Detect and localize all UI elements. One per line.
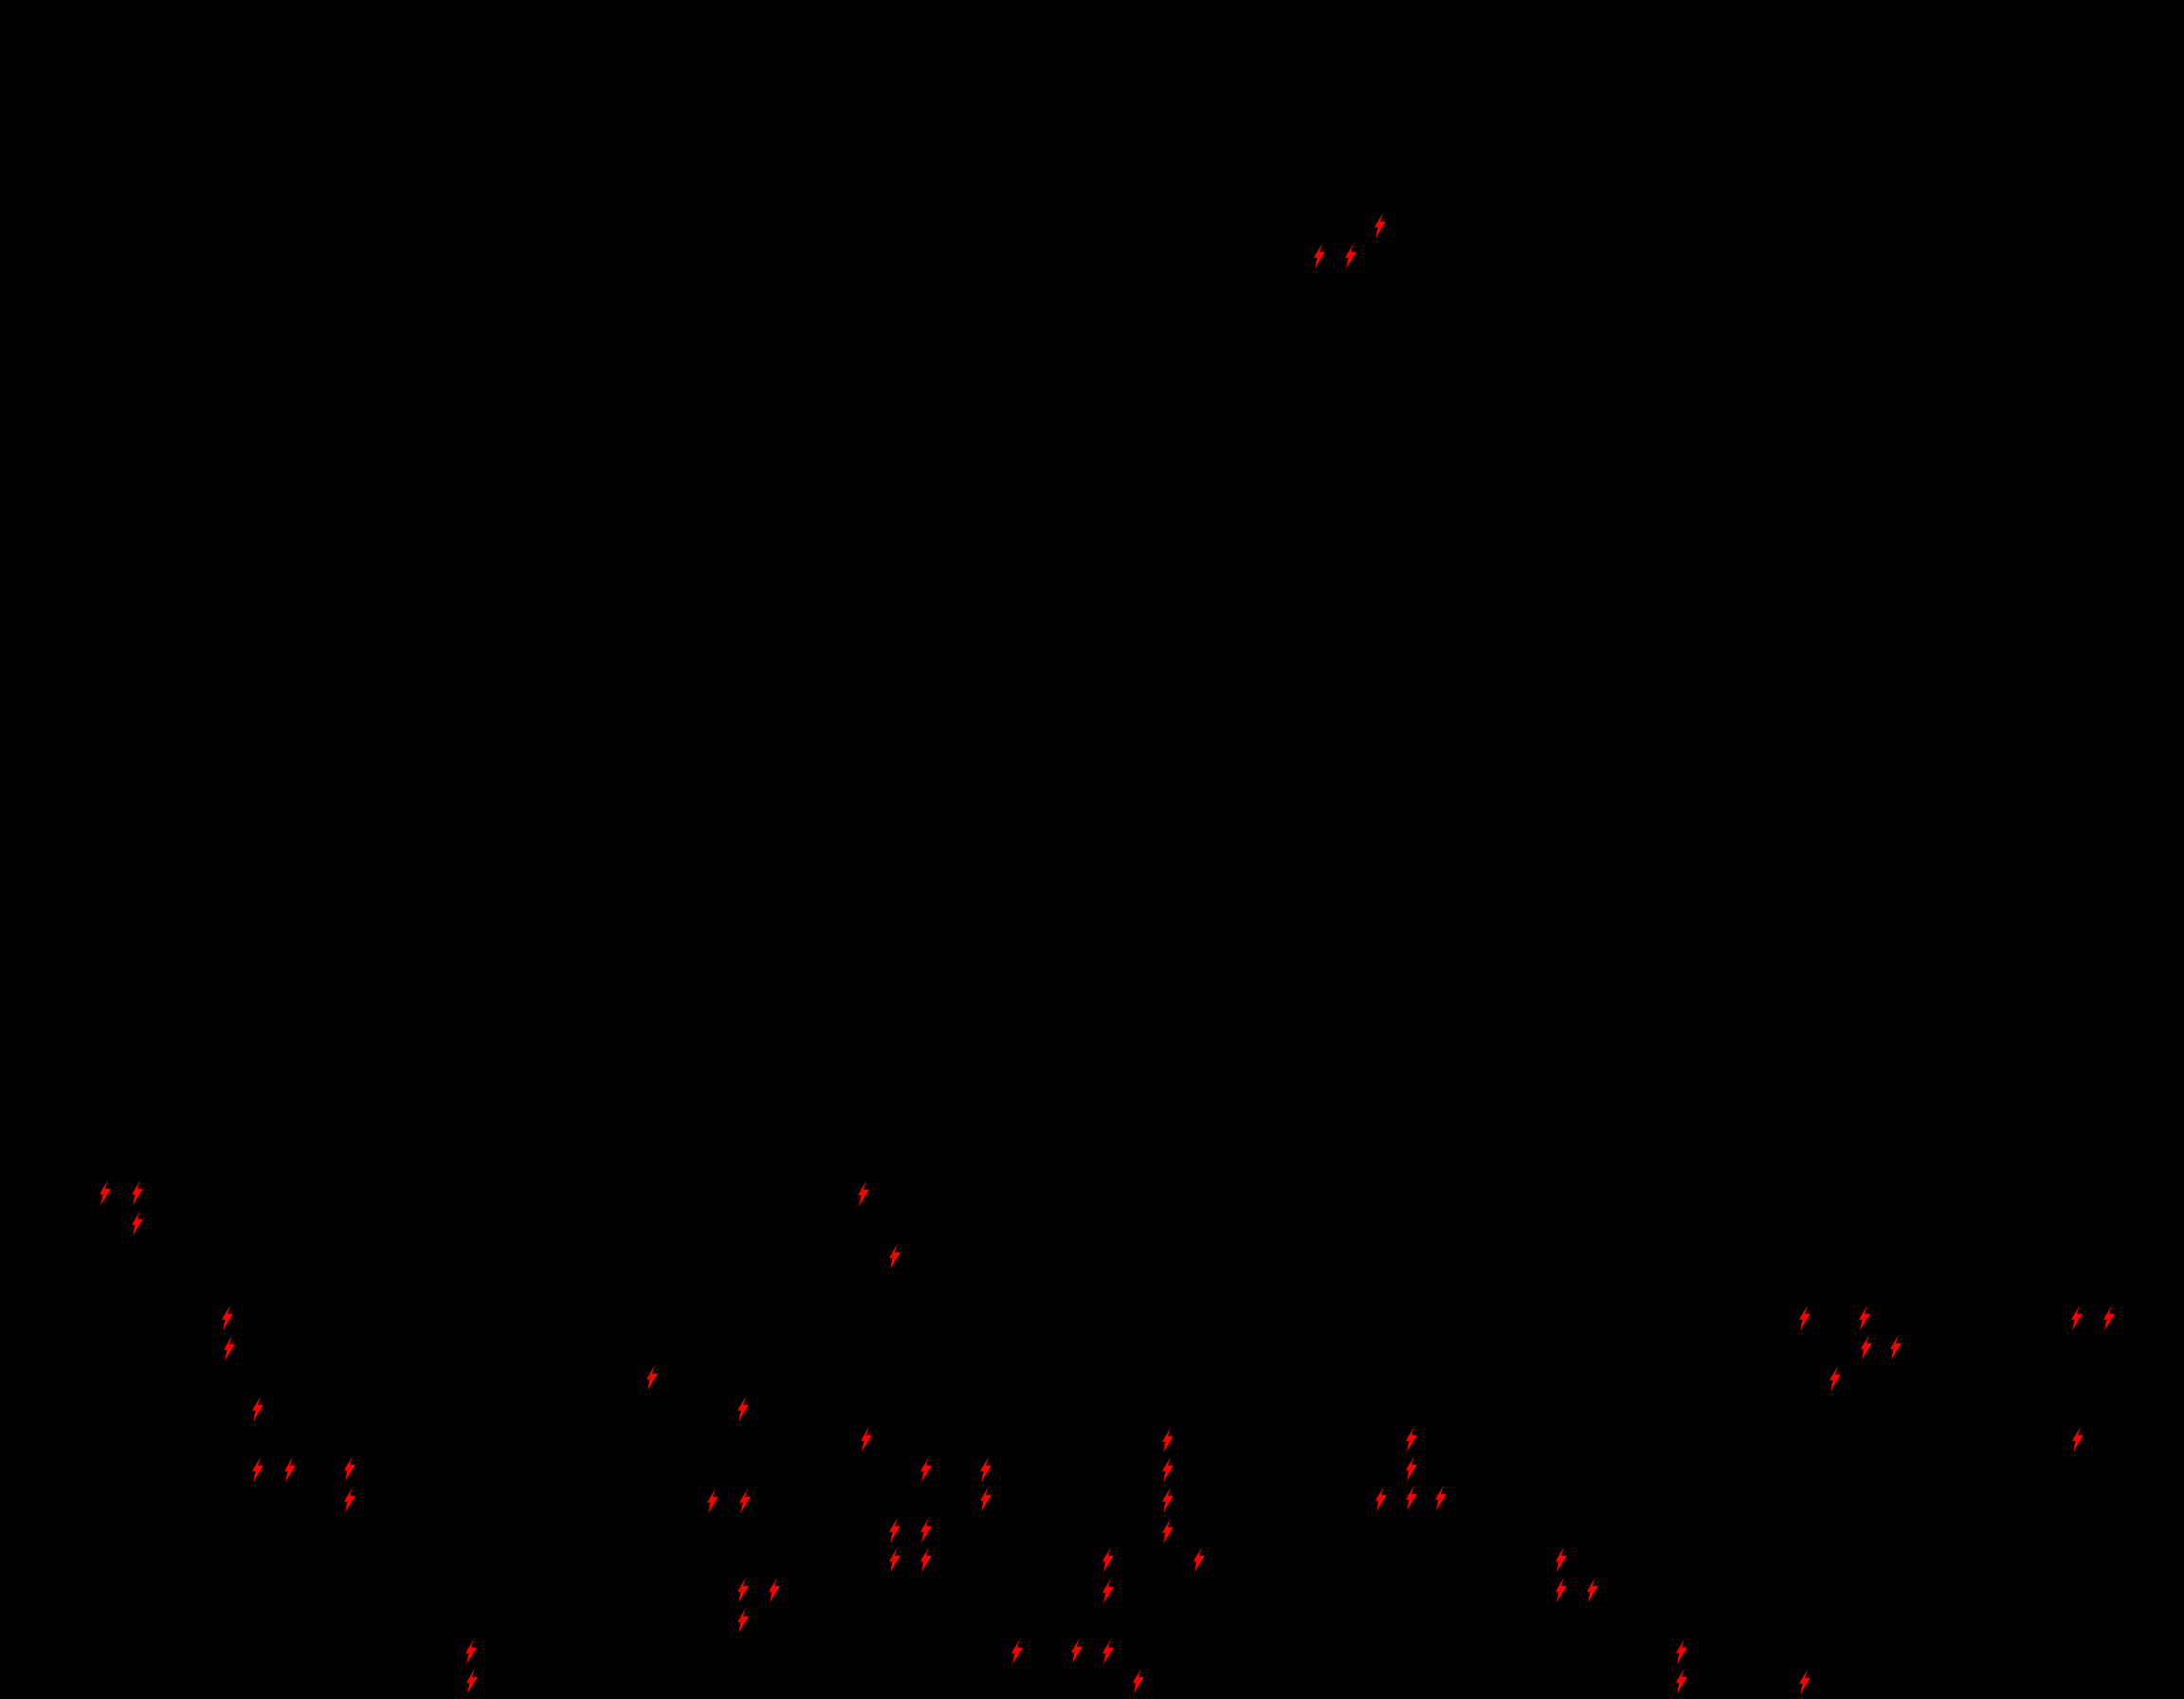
lightning-bolt-icon — [920, 1456, 932, 1483]
lightning-bolt-icon — [1556, 1546, 1567, 1573]
lightning-bolt-icon — [980, 1456, 992, 1483]
lightning-bolt-icon — [1162, 1518, 1174, 1544]
lightning-bolt-icon — [858, 1180, 869, 1207]
lightning-bolt-icon — [1406, 1426, 1417, 1452]
lightning-bolt-icon — [1890, 1334, 1902, 1361]
lightning-bolt-icon — [646, 1364, 658, 1391]
lightning-bolt-icon — [889, 1546, 901, 1573]
lightning-bolt-icon — [1102, 1638, 1114, 1665]
lightning-bolt-icon — [1406, 1455, 1417, 1482]
lightning-bolt-icon — [1435, 1485, 1447, 1511]
lightning-bolt-icon — [920, 1517, 932, 1544]
lightning-bolt-icon — [1162, 1487, 1174, 1513]
lightning-bolt-icon — [1799, 1305, 1811, 1331]
lightning-bolt-icon — [1102, 1578, 1114, 1604]
lightning-bolt-icon — [1133, 1668, 1144, 1694]
lightning-bolt-icon — [739, 1488, 751, 1514]
lightning-bolt-icon — [920, 1546, 932, 1573]
lightning-bolt-icon — [1829, 1365, 1841, 1392]
lightning-bolt-icon — [769, 1577, 780, 1603]
lightning-bolt-icon — [1861, 1334, 1872, 1361]
lightning-bolt-icon — [1556, 1577, 1567, 1603]
lightning-bolt-icon — [344, 1455, 355, 1482]
lightning-bolt-icon — [1799, 1669, 1811, 1695]
lightning-bolt-icon — [1587, 1577, 1598, 1603]
lightning-bolt-icon — [1375, 1486, 1387, 1512]
lightning-bolt-icon — [1071, 1637, 1083, 1664]
lightning-bolt-icon — [1193, 1546, 1205, 1573]
lightning-bolt-icon — [132, 1179, 143, 1206]
lightning-bolt-icon — [132, 1210, 143, 1236]
lightning-bolt-icon — [1162, 1456, 1174, 1483]
lightning-bolt-icon — [284, 1456, 296, 1483]
lightning-bolt-icon — [1314, 243, 1325, 269]
lightning-bolt-icon — [707, 1488, 719, 1514]
lightning-bolt-icon — [224, 1335, 235, 1361]
lightning-bolt-icon — [1011, 1638, 1023, 1665]
lightning-bolt-icon — [1676, 1668, 1687, 1694]
lightning-bolt-icon — [737, 1607, 749, 1634]
lightning-bolt-icon — [1676, 1638, 1687, 1665]
lightning-bolt-icon — [737, 1577, 749, 1603]
lightning-bolt-icon — [1102, 1546, 1114, 1573]
lightning-bolt-icon — [889, 1517, 901, 1544]
lightning-bolt-icon — [252, 1396, 264, 1422]
lightning-bolt-icon — [344, 1487, 355, 1513]
lightning-bolt-icon — [2071, 1305, 2083, 1331]
lightning-bolt-icon — [737, 1396, 749, 1422]
lightning-bolt-icon — [1406, 1485, 1417, 1511]
lightning-bolt-icon — [2103, 1305, 2115, 1331]
lightning-bolt-icon — [1374, 212, 1386, 239]
lightning-bolt-icon — [466, 1668, 478, 1694]
lightning-bolt-icon — [1345, 243, 1356, 269]
lightning-bolt-icon — [222, 1305, 233, 1331]
lightning-bolt-icon — [861, 1426, 872, 1452]
lightning-bolt-icon — [465, 1638, 477, 1665]
lightning-bolt-icon — [980, 1486, 992, 1512]
lightning-bolt-icon — [1859, 1305, 1870, 1331]
lightning-bolt-icon — [2072, 1426, 2084, 1452]
lightning-bolt-icon — [889, 1243, 901, 1270]
lightning-bolt-icon — [252, 1456, 264, 1483]
lightning-bolt-icon — [1162, 1427, 1174, 1453]
lightning-bolt-icon — [100, 1179, 111, 1206]
